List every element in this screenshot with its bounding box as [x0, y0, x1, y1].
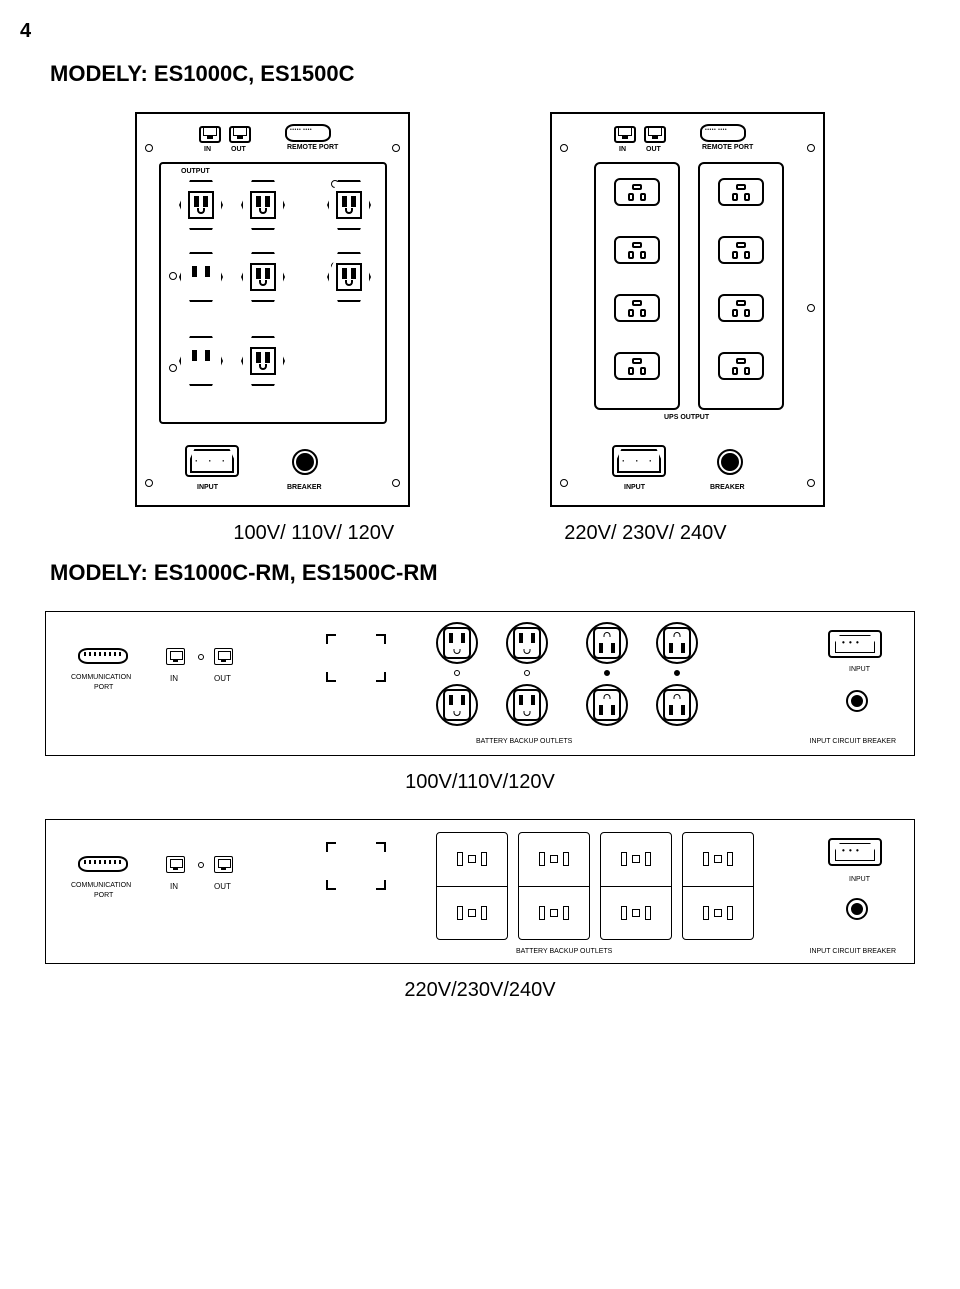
breaker: [717, 449, 743, 475]
label-out: OUT: [214, 674, 231, 683]
label-battery-backup: BATTERY BACKUP OUTLETS: [516, 948, 612, 955]
nema-outlet: [241, 336, 285, 386]
iec-outlet: [614, 294, 660, 322]
iec-input: · · ·: [185, 445, 239, 477]
label-input: INPUT: [849, 666, 870, 673]
label-in: IN: [204, 146, 211, 153]
db9-remote: [285, 124, 331, 142]
rj45-in: [199, 126, 221, 143]
iec-column-left: [594, 162, 680, 410]
iec-outlet: [614, 352, 660, 380]
breaker: [846, 690, 868, 712]
label-in: IN: [170, 882, 178, 891]
db9-comm: [78, 648, 128, 664]
label-remote: REMOTE PORT: [702, 144, 753, 151]
iec-outlet: [614, 236, 660, 264]
rj45-in: [614, 126, 636, 143]
nema-outlet: [327, 252, 371, 302]
iec-outlet-pair: [518, 832, 590, 940]
nema-outlet: [241, 180, 285, 230]
label-battery-backup: BATTERY BACKUP OUTLETS: [476, 738, 572, 745]
nema-outlet: [179, 336, 223, 386]
rack-panel-120v: COMMUNICATION PORT IN OUT BATTERY BACKUP…: [45, 611, 915, 756]
label-comm: COMMUNICATION: [71, 882, 131, 889]
label-in: IN: [619, 146, 626, 153]
iec-column-right: [698, 162, 784, 410]
db9-remote: [700, 124, 746, 142]
iec-outlet: [718, 236, 764, 264]
breaker: [292, 449, 318, 475]
output-section: OUTPUT: [159, 162, 387, 424]
label-output: OUTPUT: [181, 168, 210, 175]
heading-models-rack: MODELY: ES1000C-RM, ES1500C-RM: [50, 560, 940, 586]
label-breaker: BREAKER: [287, 484, 322, 491]
rj45-in: [166, 648, 185, 665]
nema-outlet: [656, 684, 698, 726]
label-out: OUT: [231, 146, 246, 153]
nema-outlet: [506, 622, 548, 664]
label-out: OUT: [214, 882, 231, 891]
iec-input: · · ·: [612, 445, 666, 477]
label-remote: REMOTE PORT: [287, 144, 338, 151]
label-port: PORT: [94, 892, 113, 899]
tower-panel-120v: IN OUT REMOTE PORT OUTPUT · · · INPUT BR…: [135, 112, 410, 507]
db9-comm: [78, 856, 128, 872]
rack-panel-240v: COMMUNICATION PORT IN OUT BATTERY BACKUP…: [45, 819, 915, 964]
rj45-in: [166, 856, 185, 873]
iec-outlet: [614, 178, 660, 206]
caption-rack-240v: 220V/230V/240V: [20, 979, 940, 1002]
rj45-out: [214, 856, 233, 873]
label-input: INPUT: [197, 484, 218, 491]
label-icb: INPUT CIRCUIT BREAKER: [810, 948, 896, 955]
label-port: PORT: [94, 684, 113, 691]
iec-outlet: [718, 178, 764, 206]
iec-input: [828, 630, 882, 658]
label-input: INPUT: [624, 484, 645, 491]
nema-outlet: [241, 252, 285, 302]
iec-outlet-pair: [682, 832, 754, 940]
heading-models-tower: MODELY: ES1000C, ES1500C: [50, 61, 940, 87]
tower-row: IN OUT REMOTE PORT OUTPUT · · · INPUT BR…: [20, 112, 940, 507]
iec-outlet: [718, 294, 764, 322]
caption-rack-120v: 100V/110V/120V: [20, 771, 940, 794]
label-comm: COMMUNICATION: [71, 674, 131, 681]
iec-outlet-pair: [436, 832, 508, 940]
tower-captions: 100V/ 110V/ 120V 220V/ 230V/ 240V: [20, 522, 940, 545]
nema-outlet: [506, 684, 548, 726]
iec-outlet-pair: [600, 832, 672, 940]
label-ups-output: UPS OUTPUT: [664, 414, 709, 421]
tower-panel-240v: IN OUT REMOTE PORT UPS OUTPUT · · · INPU…: [550, 112, 825, 507]
label-icb: INPUT CIRCUIT BREAKER: [810, 738, 896, 745]
rj45-out: [644, 126, 666, 143]
label-out: OUT: [646, 146, 661, 153]
rj45-out: [229, 126, 251, 143]
page-number: 4: [20, 20, 940, 43]
iec-outlet: [718, 352, 764, 380]
label-breaker: BREAKER: [710, 484, 745, 491]
nema-outlet: [586, 622, 628, 664]
nema-outlet: [586, 684, 628, 726]
nema-outlet: [179, 180, 223, 230]
rj45-out: [214, 648, 233, 665]
iec-input: [828, 838, 882, 866]
label-input: INPUT: [849, 876, 870, 883]
breaker: [846, 898, 868, 920]
nema-outlet: [656, 622, 698, 664]
nema-outlet: [436, 622, 478, 664]
caption-240v: 220V/ 230V/ 240V: [564, 522, 726, 545]
nema-outlet: [436, 684, 478, 726]
caption-120v: 100V/ 110V/ 120V: [233, 522, 394, 545]
label-in: IN: [170, 674, 178, 683]
nema-outlet: [179, 252, 223, 302]
